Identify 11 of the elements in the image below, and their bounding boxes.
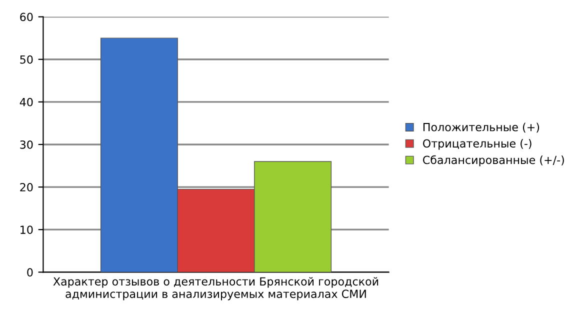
- legend-label: Сбалансированные (+/-): [423, 155, 564, 166]
- y-tick-label: 30: [20, 140, 33, 149]
- legend-label: Положительные (+): [423, 122, 540, 133]
- x-tick-label: Характер отзывов о деятельности Брянской городской администрации в анализируемых материалах СМИ: [53, 277, 378, 300]
- legend-label: Отрицательные (-): [423, 139, 532, 150]
- y-tick-label: 50: [20, 55, 33, 64]
- y-tick-label: 40: [20, 98, 33, 106]
- y-tick-label: 10: [20, 226, 33, 234]
- y-tick-label: 60: [20, 12, 33, 22]
- y-tick-label: 20: [20, 183, 33, 192]
- y-tick-label: 0: [27, 268, 33, 277]
